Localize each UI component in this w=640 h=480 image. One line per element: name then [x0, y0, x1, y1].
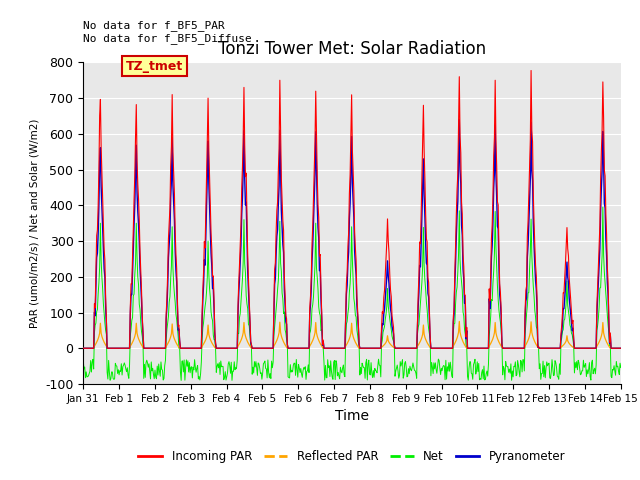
Title: Tonzi Tower Met: Solar Radiation: Tonzi Tower Met: Solar Radiation: [218, 40, 486, 58]
Y-axis label: PAR (umol/m2/s) / Net and Solar (W/m2): PAR (umol/m2/s) / Net and Solar (W/m2): [29, 119, 40, 328]
X-axis label: Time: Time: [335, 409, 369, 423]
Text: TZ_tmet: TZ_tmet: [126, 60, 184, 72]
Text: No data for f_BF5_PAR
No data for f_BF5_Diffuse: No data for f_BF5_PAR No data for f_BF5_…: [83, 21, 252, 44]
Legend: Incoming PAR, Reflected PAR, Net, Pyranometer: Incoming PAR, Reflected PAR, Net, Pyrano…: [134, 446, 570, 468]
